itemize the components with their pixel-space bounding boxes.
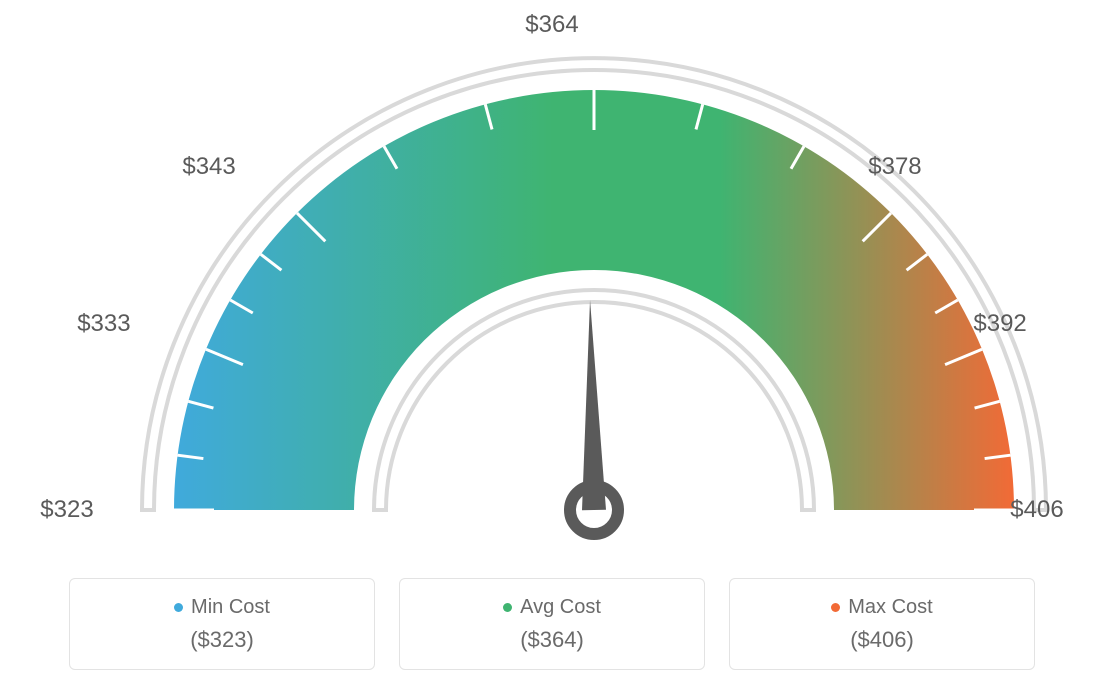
legend-value-min: ($323) — [190, 627, 254, 653]
legend-card-max: Max Cost ($406) — [729, 578, 1035, 670]
legend-card-avg: Avg Cost ($364) — [399, 578, 705, 670]
legend-label-max: Max Cost — [848, 596, 932, 619]
gauge-svg — [42, 10, 1104, 570]
legend-dot-min — [174, 603, 183, 612]
gauge-tick-label: $333 — [77, 310, 130, 338]
gauge-tick-label: $343 — [182, 153, 235, 181]
legend-label-min: Min Cost — [191, 596, 270, 619]
gauge-tick-label: $406 — [1010, 496, 1063, 524]
gauge-tick-label: $364 — [525, 11, 578, 39]
legend-dot-avg — [503, 603, 512, 612]
gauge-chart — [42, 10, 1062, 570]
legend-value-max: ($406) — [850, 627, 914, 653]
legend-dot-max — [831, 603, 840, 612]
legend-value-avg: ($364) — [520, 627, 584, 653]
legend-card-min: Min Cost ($323) — [69, 578, 375, 670]
gauge-tick-label: $378 — [868, 153, 921, 181]
legend-row: Min Cost ($323) Avg Cost ($364) Max Cost… — [69, 578, 1035, 670]
gauge-tick-label: $392 — [973, 310, 1026, 338]
gauge-tick-label: $323 — [40, 496, 93, 524]
legend-label-avg: Avg Cost — [520, 596, 601, 619]
